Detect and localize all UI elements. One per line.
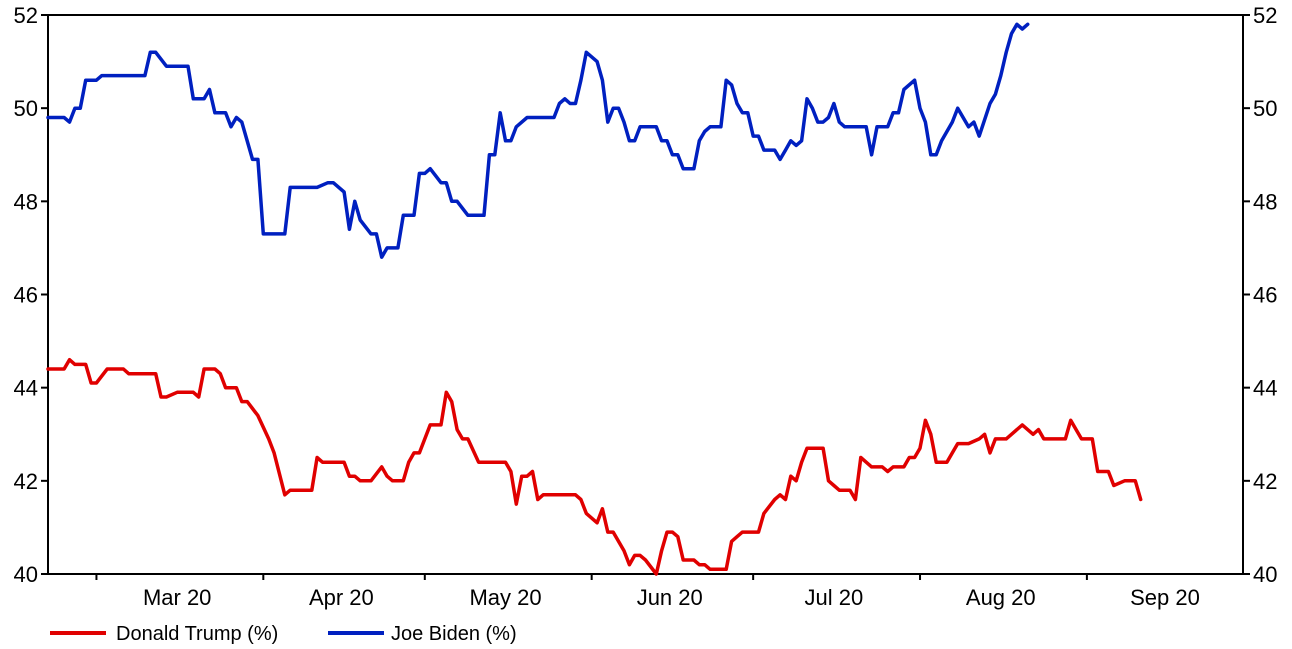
x-ticks: Mar 20 Apr 20 May 20 Jun 20 Jul 20 Aug 20 Sep … (95, 574, 1200, 610)
left-y-tick-label: 48 (14, 189, 38, 214)
right-y-tick-label: 42 (1253, 469, 1277, 494)
left-y-tick-label: 50 (14, 96, 38, 121)
x-tick-label: Sep 20 (1130, 585, 1200, 610)
right-y-tick-label: 44 (1253, 376, 1277, 401)
x-tick-label: Aug 20 (966, 585, 1036, 610)
left-y-tick-label: 44 (14, 376, 38, 401)
right-y-tick-label: 48 (1253, 189, 1277, 214)
x-tick-label: May 20 (469, 585, 541, 610)
x-tick-label: Jul 20 (805, 585, 864, 610)
left-y-tick-label: 52 (14, 3, 38, 28)
legend: Donald Trump (%) Joe Biden (%) (50, 623, 517, 645)
left-y-ticks: 40 42 44 46 48 50 52 (14, 3, 48, 587)
right-y-tick-label: 52 (1253, 3, 1277, 28)
x-tick-label: Mar 20 (143, 585, 211, 610)
series-lines (46, 22, 1143, 576)
biden-series-line (46, 22, 1030, 259)
legend-label: Donald Trump (%) (116, 623, 278, 645)
right-y-ticks: 40 42 44 46 48 50 52 (1243, 3, 1277, 587)
right-y-tick-label: 50 (1253, 96, 1277, 121)
right-y-tick-label: 46 (1253, 283, 1277, 308)
left-y-tick-label: 46 (14, 283, 38, 308)
trump-series-line (46, 357, 1143, 576)
legend-label: Joe Biden (%) (391, 623, 517, 645)
right-y-tick-label: 40 (1253, 562, 1277, 587)
x-tick-label: Apr 20 (309, 585, 374, 610)
left-y-tick-label: 40 (14, 562, 38, 587)
plot-frame (47, 14, 1244, 575)
left-y-tick-label: 42 (14, 469, 38, 494)
x-tick-label: Jun 20 (637, 585, 703, 610)
